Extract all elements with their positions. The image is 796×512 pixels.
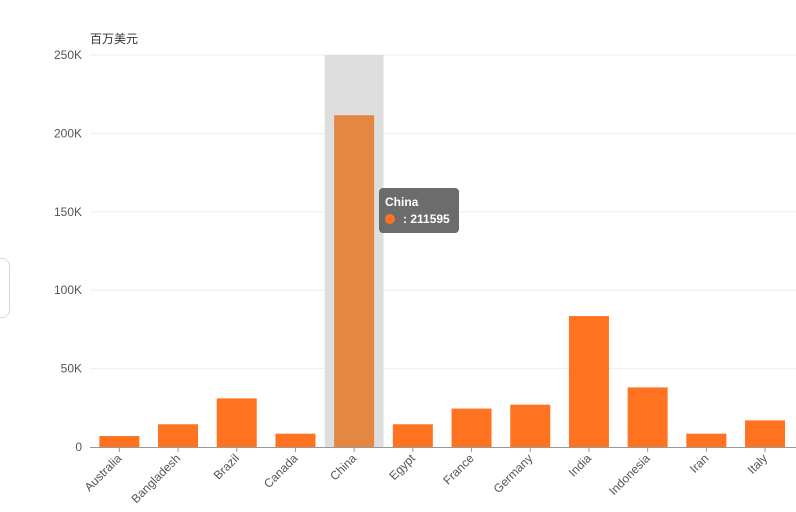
bar-iran[interactable] (686, 433, 727, 447)
tooltip-value: : 211595 (403, 212, 450, 226)
bar-bangladesh[interactable] (158, 424, 199, 447)
x-tick-label: Italy (745, 451, 770, 476)
bar-egypt[interactable] (392, 424, 433, 447)
y-tick-label: 150K (54, 205, 82, 219)
bar-canada[interactable] (275, 433, 316, 447)
x-tick-label: Brazil (211, 451, 242, 482)
bar-germany[interactable] (510, 404, 551, 447)
x-tick-label: France (440, 451, 477, 488)
x-tick-label: Egypt (386, 451, 418, 483)
bar-india[interactable] (568, 316, 609, 447)
y-tick-label: 250K (54, 48, 82, 62)
x-tick-label: Bangladesh (128, 451, 183, 506)
x-tick-label: Indonesia (606, 451, 653, 498)
bar-australia[interactable] (99, 436, 140, 447)
x-tick-label: Iran (687, 451, 712, 476)
x-tick-label: Australia (82, 451, 125, 494)
x-tick-label: Canada (261, 451, 301, 491)
bar-brazil[interactable] (216, 398, 257, 447)
x-tick-label: China (327, 451, 359, 483)
y-axis-title: 百万美元 (90, 32, 138, 46)
y-tick-label: 0 (75, 440, 82, 454)
tooltip-series-marker (385, 214, 395, 224)
bar-italy[interactable] (745, 420, 786, 447)
bar-france[interactable] (451, 408, 492, 447)
tooltip-category: China (385, 195, 419, 209)
y-tick-label: 100K (54, 283, 82, 297)
x-tick-label: India (566, 451, 595, 480)
y-tick-label: 200K (54, 126, 82, 140)
bar-china[interactable] (334, 115, 375, 447)
chart-tooltip: China : 211595 (379, 188, 459, 233)
y-tick-label: 50K (61, 362, 82, 376)
x-tick-label: Germany (491, 451, 536, 496)
bar-indonesia[interactable] (627, 387, 668, 447)
